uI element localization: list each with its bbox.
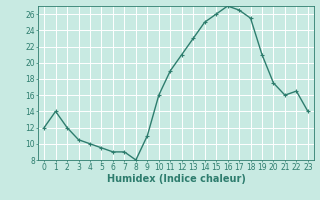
X-axis label: Humidex (Indice chaleur): Humidex (Indice chaleur)	[107, 174, 245, 184]
